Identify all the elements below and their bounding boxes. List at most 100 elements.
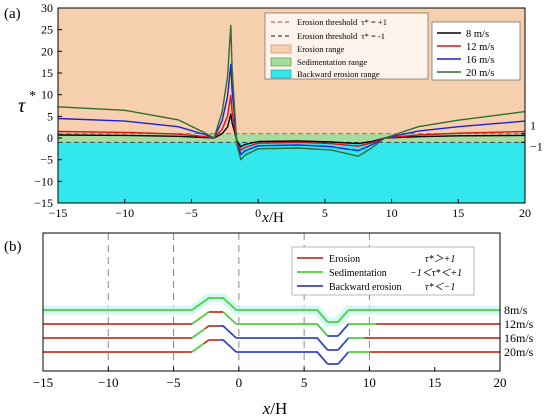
legend-left-box <box>264 12 429 80</box>
legend-sedimentation-range-swatch <box>270 57 292 67</box>
b-legend: Erosion τ*＞+1 Sedimentation −1＜τ*＜+1 Bac… <box>291 246 475 296</box>
b-x-tick-label-0: −15 <box>33 375 53 390</box>
b-profile-0-seg-1 <box>191 297 237 311</box>
x-tick-label-0: −15 <box>49 206 68 220</box>
legend-right: 8 m/s 12 m/s 16 m/s 20 m/s <box>431 21 521 81</box>
b-x-tick-label-6: 15 <box>428 375 441 390</box>
region-band-1 <box>58 133 525 143</box>
x-axis-label: x/H <box>261 210 284 226</box>
b-legend-sedimentation-condition: −1＜τ*＜+1 <box>410 268 462 279</box>
b-profile-2-seg-1 <box>191 328 206 339</box>
b-legend-erosion-condition: τ*＞+1 <box>425 254 455 265</box>
b-x-tick-label-1: −10 <box>98 375 118 390</box>
legend-backward-erosion-range-swatch <box>270 69 292 79</box>
series-line-2 <box>57 63 526 156</box>
y-axis-label: τ <box>18 95 26 117</box>
region-band-2 <box>58 142 525 203</box>
legend-16ms-label: 16 m/s <box>466 55 494 66</box>
b-profile-2-seg-2 <box>204 325 220 330</box>
x-tick-label-1: −10 <box>115 206 134 220</box>
legend-erosion-range-swatch <box>270 44 292 54</box>
b-legend-sedimentation-label: Sedimentation <box>329 268 387 279</box>
b-x-tick-label-3: 0 <box>236 375 243 390</box>
legend-right-box <box>431 21 521 81</box>
x-tick-label-5: 10 <box>386 206 398 220</box>
y-tick-label-3: 0 <box>47 131 53 145</box>
b-profile-label-0: 8m/s <box>504 303 528 317</box>
b-profile-3-seg-4 <box>236 351 329 365</box>
legend-8ms-label: 8 m/s <box>466 29 489 40</box>
legend-sedimentation-range-label: Sedimentation range <box>297 57 367 67</box>
b-x-axis-label-rest: /H <box>270 399 287 418</box>
y-tick-label-6: 15 <box>41 66 53 80</box>
panel-label-b: (b) <box>4 239 22 255</box>
b-x-axis-label-italic: x <box>262 399 271 418</box>
x-axis-label-italic: x <box>261 210 269 226</box>
b-plot-frame <box>42 232 501 372</box>
right-label-0: 1 <box>530 119 536 133</box>
b-x-tick-label-4: 5 <box>301 375 308 390</box>
y-tick-label-8: 25 <box>41 23 53 37</box>
plot-frame <box>57 7 526 204</box>
b-profile-label-2: 16m/s <box>504 331 534 345</box>
legend-erosion-range-label: Erosion range <box>297 44 345 54</box>
b-x-tick-label-7: 20 <box>494 375 507 390</box>
b-profile-1-seg-1 <box>191 311 210 325</box>
legend-12ms-label: 12 m/s <box>466 42 494 53</box>
legend-erosion-threshold-pos-label: Erosion threshold τ* = +1 <box>297 17 387 27</box>
y-ticks: −15 −10 −5 0 5 10 15 20 25 30 <box>34 1 62 210</box>
series-line-1 <box>57 94 526 151</box>
legend-erosion-threshold-neg-label: Erosion threshold τ* = -1 <box>297 31 385 41</box>
x-ticks: −15 −10 −5 0 5 10 15 20 <box>49 199 531 220</box>
b-profile-1-seg-3 <box>222 311 237 325</box>
y-tick-label-7: 20 <box>41 44 53 58</box>
b-x-tick-label-5: 10 <box>363 375 376 390</box>
panel-label-a: (a) <box>4 6 21 22</box>
right-label-1: −1 <box>530 139 543 153</box>
b-profile-3-seg-3 <box>219 339 237 353</box>
legend-left: Erosion threshold τ* = +1 Erosion thresho… <box>264 12 429 80</box>
b-profile-0-seg-3 <box>327 309 350 323</box>
b-profile-2-seg-4 <box>236 337 329 351</box>
b-x-ticks: −15 −10 −5 0 5 10 15 20 <box>33 367 507 390</box>
x-tick-label-3: 0 <box>255 206 261 220</box>
b-profile-label-1: 12m/s <box>504 317 534 331</box>
b-profiles <box>43 293 500 365</box>
series-line-3 <box>57 24 526 161</box>
b-profile-2-seg-3 <box>219 325 237 339</box>
b-profile-3-seg-1 <box>191 342 205 353</box>
x-tick-label-7: 20 <box>519 206 531 220</box>
y-tick-label-1: −10 <box>34 174 53 188</box>
b-profile-0-seg-2 <box>236 309 329 323</box>
y-axis-label-superscript: * <box>29 89 36 104</box>
b-dashed-lines <box>107 233 370 371</box>
b-legend-backward-condition: τ*＜−1 <box>425 282 455 293</box>
b-x-axis-label: x/H <box>262 399 288 418</box>
b-legend-erosion-label: Erosion <box>329 254 360 265</box>
b-legend-backward-label: Backward erosion <box>329 282 401 293</box>
series-lines <box>57 24 526 161</box>
y-tick-label-4: 5 <box>47 109 53 123</box>
b-profile-3-seg-5 <box>327 351 350 365</box>
legend-backward-erosion-range-label: Backward erosion range <box>297 69 380 79</box>
b-profile-1-seg-4 <box>236 323 329 337</box>
x-axis-label-rest: /H <box>269 210 284 226</box>
right-threshold-labels: 1−1 <box>521 119 543 153</box>
y-tick-label-9: 30 <box>41 1 53 15</box>
b-profile-2-seg-5 <box>327 337 350 351</box>
b-legend-box <box>291 246 475 296</box>
b-profile-1-seg-5 <box>327 323 350 337</box>
y-tick-label-2: −5 <box>40 153 53 167</box>
b-profile-3-seg-2 <box>203 339 220 345</box>
legend-20ms-label: 20 m/s <box>466 68 494 79</box>
b-profile-label-3: 20m/s <box>504 345 534 359</box>
x-tick-label-4: 5 <box>322 206 328 220</box>
x-tick-label-2: −5 <box>185 206 198 220</box>
y-tick-label-5: 10 <box>41 88 53 102</box>
y-tick-label-0: −15 <box>34 196 53 210</box>
x-tick-label-6: 15 <box>452 206 464 220</box>
